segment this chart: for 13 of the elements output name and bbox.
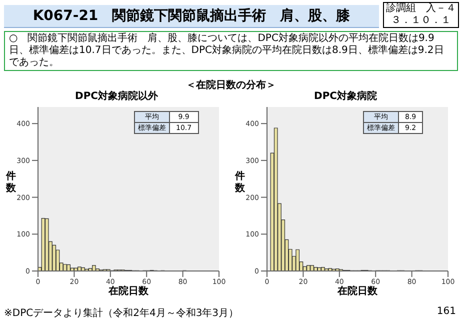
x-axis-title: 在院日数 — [107, 286, 150, 298]
x-axis-title: 在院日数 — [336, 286, 378, 298]
chart-title: DPC対象病院 — [313, 91, 378, 103]
chart-title: DPC対象病院以外 — [74, 91, 159, 103]
text: ○ 関節鏡下関節鼠摘出手術 肩、股、膝については、DPC対象病院以外の平均在院日数は9.9日、標準偏差は10.7日であった。また、DPC対象病院の平均在院日数は8.9日、標準偏差は9.2日であった。 — [4, 31, 458, 71]
text: ※DPCデータより集計（令和2年4月～令和3年3月） — [4, 306, 239, 320]
y-axis-title: 件数 — [6, 171, 17, 195]
text: ＜在院日数の分布＞ — [185, 78, 277, 92]
text: 161 — [436, 306, 456, 317]
y-axis-title: 件数 — [235, 171, 246, 195]
text: K067-21 関節鏡下関節鼠摘出手術 肩、股、膝 — [4, 5, 379, 28]
text: 診調組 入－４ — [385, 3, 457, 15]
text: ３．１０．１ — [390, 15, 452, 27]
